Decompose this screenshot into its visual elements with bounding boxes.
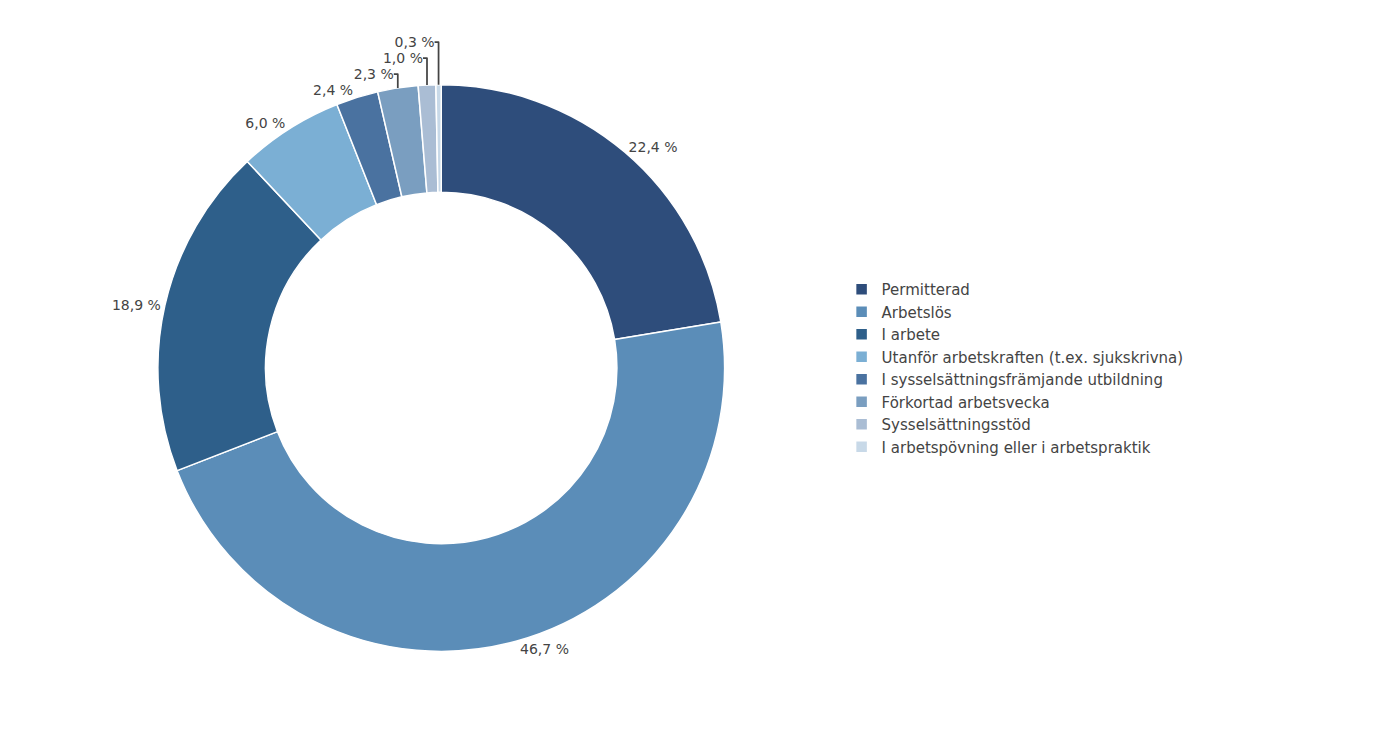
svg-text:Permitterad: Permitterad [882,281,970,299]
svg-text:2,3 %: 2,3 % [354,66,394,82]
svg-text:18,9 %: 18,9 % [112,297,161,313]
svg-text:0,3 %: 0,3 % [395,34,435,50]
svg-text:Sysselsättningsstöd: Sysselsättningsstöd [882,416,1031,434]
svg-text:I sysselsättningsfrämjande utb: I sysselsättningsfrämjande utbildning [882,371,1163,389]
svg-text:1,0 %: 1,0 % [383,50,423,66]
svg-text:6,0 %: 6,0 % [245,115,285,131]
svg-text:I arbete: I arbete [882,326,940,344]
svg-text:2,4 %: 2,4 % [313,82,353,98]
svg-text:Utanför arbetskraften (t.ex. s: Utanför arbetskraften (t.ex. sjukskrivna… [882,349,1184,367]
svg-text:46,7 %: 46,7 % [520,641,569,657]
svg-text:I arbetspövning eller i arbets: I arbetspövning eller i arbetspraktik [882,439,1151,457]
svg-text:Arbetslös: Arbetslös [882,304,952,322]
svg-text:Förkortad arbetsvecka: Förkortad arbetsvecka [882,394,1050,412]
svg-text:22,4 %: 22,4 % [629,139,678,155]
